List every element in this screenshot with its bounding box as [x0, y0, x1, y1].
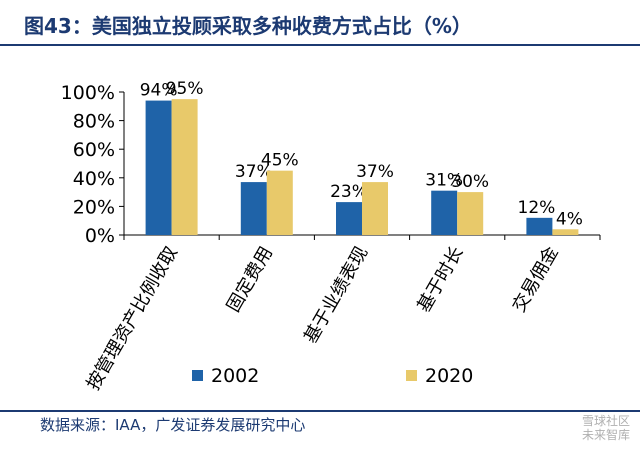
data-label: 37%	[235, 162, 273, 182]
legend-swatch-2020	[406, 370, 417, 381]
data-label: 95%	[166, 79, 204, 99]
bar-2020-5	[552, 229, 579, 235]
bar-2002-1	[145, 100, 172, 235]
data-label: 4%	[556, 209, 583, 229]
bar-2002-2	[240, 182, 267, 235]
bar-2020-1	[171, 99, 198, 236]
legend-label-2002: 2002	[211, 365, 259, 387]
legend-label-2020: 2020	[425, 365, 473, 387]
bar-2020-3	[362, 182, 388, 235]
y-tick-label: 40%	[73, 168, 115, 190]
x-category-label: 固定费用	[223, 243, 277, 316]
data-label: 37%	[356, 162, 394, 182]
bar-2002-4	[431, 190, 458, 235]
bar-chart: 0%20%40%60%80%100% 94%37%23%31%12%95%45%3…	[61, 79, 601, 394]
data-label: 94%	[140, 81, 178, 101]
x-category-label: 按管理资产比例收取	[83, 243, 182, 394]
watermark: 雪球社区 未来智库	[582, 414, 630, 442]
y-tick-label: 20%	[73, 196, 115, 218]
bar-2020-4	[457, 192, 484, 235]
y-tick-label: 100%	[61, 82, 115, 104]
x-category-label: 基于业绩表现	[300, 243, 372, 347]
source-divider	[0, 410, 640, 412]
y-tick-label: 0%	[85, 225, 115, 247]
data-label: 31%	[425, 171, 463, 191]
data-label: 12%	[518, 198, 556, 218]
data-label: 30%	[451, 172, 489, 192]
x-category-label: 交易佣金	[509, 243, 563, 316]
y-tick-label: 80%	[73, 111, 115, 133]
watermark-line-2: 未来智库	[581, 428, 630, 442]
data-label: 45%	[261, 151, 299, 171]
title-divider	[0, 44, 640, 46]
watermark-line-1: 雪球社区	[581, 414, 630, 428]
data-label: 23%	[330, 182, 368, 202]
x-category-label: 基于时长	[413, 243, 467, 316]
y-tick-label: 60%	[73, 139, 115, 161]
figure-title: 图43：美国独立投顾采取多种收费方式占比（%）	[24, 14, 472, 38]
bar-2002-5	[526, 217, 553, 235]
source-note: 数据来源：IAA，广发证券发展研究中心	[40, 416, 306, 434]
bar-2020-2	[266, 170, 293, 235]
legend-swatch-2002	[192, 370, 203, 381]
bar-2002-3	[336, 202, 362, 235]
